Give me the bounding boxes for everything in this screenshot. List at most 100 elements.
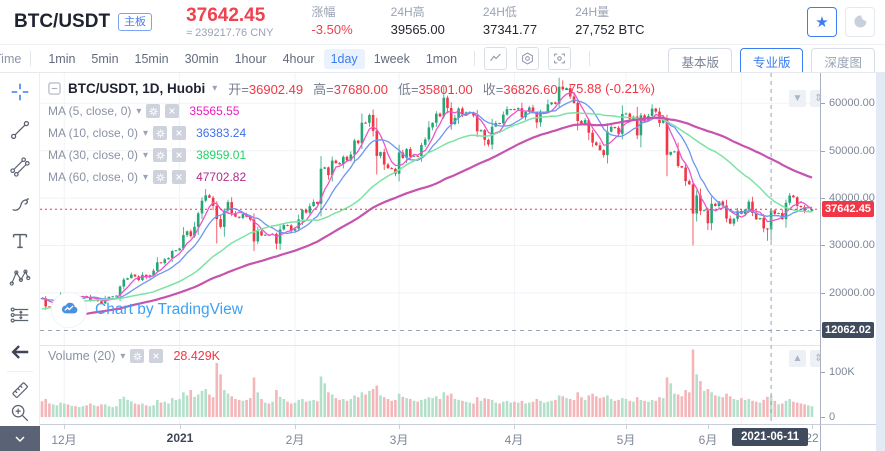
legend-symbol: BTC/USDT, 1D, Huobi (68, 81, 206, 96)
position-tool[interactable] (8, 303, 32, 327)
gear-icon[interactable] (130, 349, 145, 363)
gann-lines-icon (10, 157, 30, 177)
chevron-down-icon[interactable]: ▾ (143, 127, 149, 139)
zoom-in-tool[interactable] (8, 401, 32, 425)
price-tick-mark (821, 198, 825, 199)
price-tick-mark (821, 151, 825, 152)
interval-tab-30min[interactable]: 30min (184, 51, 219, 66)
ma-label: MA (10, close, 0) (48, 126, 139, 140)
chevron-down-icon[interactable]: ▾ (143, 171, 149, 183)
chart-legend: BTC/USDT, 1D, Huobi ▾ 开=36902.49 高=37680.… (48, 79, 655, 98)
volume-label: Volume (20) (48, 349, 116, 363)
close-icon[interactable] (149, 349, 164, 363)
interval-tab-15min[interactable]: 15min (134, 51, 169, 66)
stat-24h-volume: 24H量 27,752 BTC (575, 4, 645, 38)
close-icon[interactable] (172, 126, 187, 140)
interval-tab-4hour[interactable]: 4hour (282, 51, 315, 66)
stat-change: 涨幅 -3.50% (311, 4, 353, 38)
ma-value: 36383.24 (196, 126, 247, 140)
text-tool[interactable] (8, 229, 32, 253)
ma-legend-row: MA (30, close, 0) ▾ 38959.01 (48, 144, 246, 166)
chevron-down-icon[interactable]: ▾ (120, 350, 126, 362)
xabcd-pattern-icon (9, 269, 31, 286)
ma-value: 35565.55 (189, 104, 240, 118)
interval-tab-1mon[interactable]: 1mon (425, 51, 458, 66)
chevron-down-icon[interactable]: ▾ (143, 149, 149, 161)
indicators-button[interactable] (516, 47, 540, 70)
depth-view-button[interactable]: 深度图 (811, 48, 875, 72)
star-icon: ★ (815, 14, 829, 31)
time-label: Time (0, 51, 22, 66)
interval-tab-5min[interactable]: 5min (91, 51, 119, 66)
legend-change: -75.88 (-0.21%) (564, 81, 655, 96)
price-tick-mark (821, 245, 825, 246)
header-buttons: ★ (807, 7, 875, 37)
move-pane-down-icon[interactable]: ▼ (789, 90, 806, 107)
favorite-button[interactable]: ★ (807, 7, 837, 37)
chevron-down-icon[interactable]: ▾ (212, 83, 218, 94)
watermark-text[interactable]: Chart by TradingView (95, 301, 243, 318)
time-tick-mark (626, 425, 627, 429)
interval-tab-1hour[interactable]: 1hour (234, 51, 267, 66)
close-icon[interactable] (172, 148, 187, 162)
chart-area[interactable]: BTC/USDT, 1D, Huobi ▾ 开=36902.49 高=37680.… (40, 73, 827, 424)
basic-view-button[interactable]: 基本版 (668, 48, 732, 72)
time-tick-mark (399, 425, 400, 429)
time-tick-mark (812, 425, 813, 429)
move-pane-up-icon[interactable]: ▲ (789, 350, 806, 367)
long-position-icon (10, 307, 29, 323)
close-icon[interactable] (165, 104, 180, 118)
price-tick-label: 60000.00 (829, 97, 875, 109)
time-tick-label: 12月 (51, 433, 77, 447)
ohlc-item: 开=36902.49 (228, 82, 304, 97)
line-chart-icon (490, 53, 501, 61)
price-tick-mark (821, 103, 825, 104)
trend-line-tool[interactable] (8, 118, 32, 142)
time-tick-mark (295, 425, 296, 429)
divider (474, 51, 476, 66)
price-axis[interactable]: 60000.00 50000.00 40000.00 30000.00 20000.00… (820, 73, 876, 424)
board-badge: 主板 (118, 13, 153, 31)
back-button[interactable] (8, 340, 32, 364)
interval-tab-1day[interactable]: 1day (323, 48, 365, 69)
divider (30, 51, 32, 66)
time-axis[interactable]: 12月 2021 2月 3月 4月 5月 6月 22 2021-06-11 (40, 424, 820, 451)
close-icon[interactable] (172, 170, 187, 184)
tradingview-logo-icon[interactable] (52, 293, 86, 327)
gann-tools[interactable] (8, 155, 32, 179)
gear-icon[interactable] (146, 104, 161, 118)
collapse-toolbar-button[interactable] (0, 426, 40, 451)
crosshair-price-badge: 12062.02 (822, 322, 874, 338)
pattern-tool[interactable] (8, 266, 32, 290)
gear-icon[interactable] (153, 170, 168, 184)
crosshair-tool[interactable] (8, 80, 32, 104)
interval-tab-1week[interactable]: 1week (373, 51, 410, 66)
indicator-icon (522, 52, 533, 65)
interval-toolbar: Time 1min 5min 15min 30min 1hour 4hour 1day 1we… (0, 45, 885, 73)
brush-tool[interactable] (8, 192, 32, 216)
time-tick-label: 22 (805, 431, 819, 445)
crosshair-date-badge: 2021-06-11 (732, 428, 809, 446)
chevron-down-icon[interactable]: ▾ (136, 105, 142, 117)
chevron-down-icon (15, 435, 25, 442)
pro-view-button[interactable]: 专业版 (739, 48, 804, 72)
time-tick-label: 2月 (285, 433, 305, 447)
arrow-left-icon (11, 345, 29, 359)
last-price: 37642.45 (186, 4, 266, 26)
candlestick-plot (40, 73, 820, 424)
measure-tool[interactable] (8, 378, 32, 402)
ohlc-item: 低=35801.00 (397, 82, 473, 97)
volume-tick-mark (821, 417, 825, 418)
time-tick-mark (64, 425, 65, 429)
ohlc-item: 高=37680.00 (313, 82, 388, 97)
gear-icon[interactable] (153, 126, 168, 140)
stat-24h-high: 24H高 39565.00 (390, 4, 445, 38)
collapse-legend-icon[interactable] (48, 82, 61, 95)
interval-tab-1min[interactable]: 1min (48, 51, 76, 66)
volume-legend: Volume (20) ▾ 28.429K (48, 349, 220, 363)
gear-icon[interactable] (153, 148, 168, 162)
snapshot-button[interactable] (548, 47, 572, 70)
ma-legend-row: MA (60, close, 0) ▾ 47702.82 (48, 166, 246, 188)
dark-mode-button[interactable] (845, 7, 875, 37)
chart-style-button[interactable] (484, 47, 508, 70)
